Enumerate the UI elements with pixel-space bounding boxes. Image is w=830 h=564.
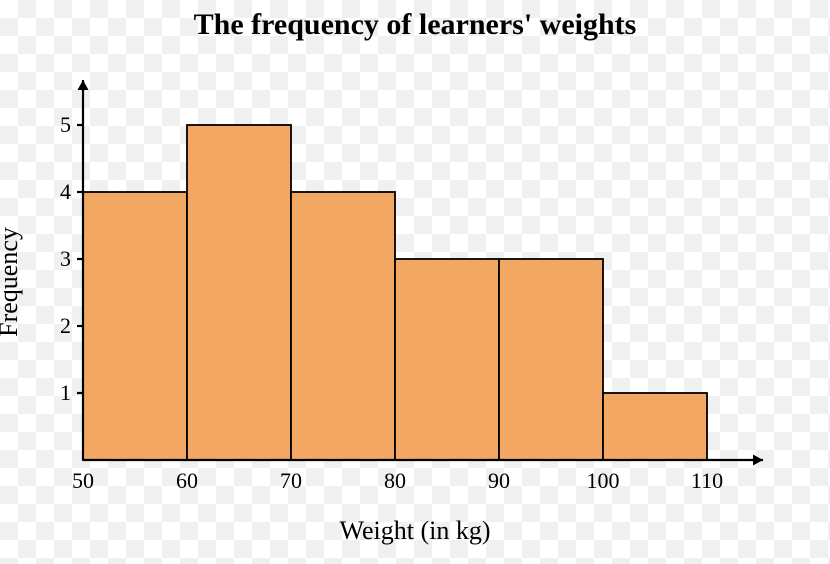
x-tick-label: 100	[587, 468, 620, 493]
x-axis-label: Weight (in kg)	[0, 516, 830, 546]
y-tick-label: 5	[60, 112, 71, 137]
x-tick-label: 70	[280, 468, 302, 493]
y-axis-label-text: Frequency	[0, 227, 24, 337]
histogram-bar	[395, 259, 499, 460]
x-axis-arrow	[753, 455, 763, 466]
y-tick-label: 2	[60, 313, 71, 338]
x-tick-label: 110	[691, 468, 723, 493]
y-tick-label: 4	[60, 179, 71, 204]
histogram-bar	[291, 192, 395, 460]
histogram-bar	[83, 192, 187, 460]
x-tick-label: 60	[176, 468, 198, 493]
y-tick-label: 1	[60, 380, 71, 405]
y-axis-label: Frequency	[0, 0, 24, 564]
histogram-bar	[187, 125, 291, 460]
histogram-bar	[603, 393, 707, 460]
x-tick-label: 90	[488, 468, 510, 493]
x-tick-label: 50	[72, 468, 94, 493]
x-tick-label: 80	[384, 468, 406, 493]
histogram-bar	[499, 259, 603, 460]
chart-title: The frequency of learners' weights	[0, 8, 830, 42]
histogram-svg: 50 60 70 80 90 100 110 1 2 3 4 5	[0, 0, 830, 564]
y-axis-arrow	[78, 80, 89, 90]
y-tick-label: 3	[60, 246, 71, 271]
